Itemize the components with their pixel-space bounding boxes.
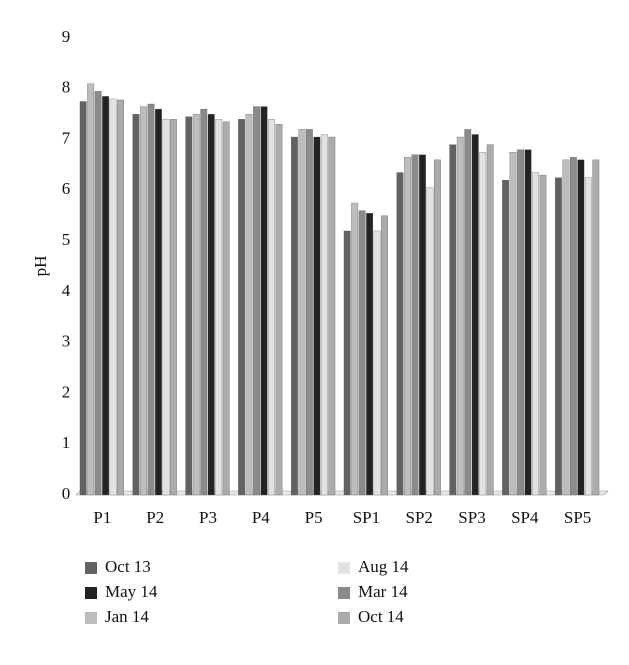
y-tick-label: 3 [62, 332, 71, 351]
bar [539, 174, 547, 496]
bar [396, 172, 404, 496]
bar [305, 129, 313, 496]
y-tick-label: 6 [62, 179, 71, 198]
legend-swatch [338, 612, 350, 624]
y-tick-label: 8 [62, 78, 71, 97]
bar [486, 144, 494, 496]
bar [373, 230, 381, 496]
bar [524, 149, 532, 496]
bar [147, 103, 155, 496]
bar [253, 106, 260, 496]
bar [215, 119, 223, 496]
bar [532, 172, 539, 496]
bar [562, 159, 570, 496]
x-tick-label: P2 [146, 508, 164, 527]
legend-swatch [85, 587, 97, 599]
bar [268, 119, 275, 496]
legend-label: Aug 14 [358, 557, 409, 576]
bar [298, 129, 306, 496]
y-axis-label: pH [31, 256, 50, 277]
bar [509, 152, 517, 496]
bar [471, 134, 479, 496]
bar [426, 187, 434, 496]
bar [584, 177, 592, 496]
x-tick-label: P3 [199, 508, 217, 527]
bar [502, 180, 509, 496]
bar [464, 129, 472, 496]
bar [366, 213, 374, 496]
bar [328, 136, 336, 496]
bar [207, 114, 215, 496]
y-tick-label: 4 [62, 281, 71, 300]
bar [517, 149, 524, 496]
bar [200, 108, 208, 496]
y-tick-label: 0 [62, 484, 71, 503]
bar [245, 114, 253, 496]
bar [313, 136, 321, 496]
x-tick-label: SP5 [564, 508, 591, 527]
legend-swatch [85, 612, 97, 624]
x-tick-label: P1 [93, 508, 111, 527]
bar [592, 159, 600, 496]
bar [419, 154, 426, 496]
bar [358, 210, 366, 496]
legend-swatch [85, 562, 97, 574]
bar [381, 215, 388, 496]
bar [456, 136, 464, 496]
bar [479, 152, 487, 496]
x-tick-label: SP4 [511, 508, 539, 527]
legend-label: Oct 13 [105, 557, 151, 576]
bar [275, 124, 283, 496]
legend-swatch [338, 587, 350, 599]
bar [170, 119, 177, 496]
x-tick-label: P5 [305, 508, 323, 527]
bar [434, 159, 441, 496]
y-tick-label: 7 [62, 128, 71, 147]
y-tick-label: 5 [62, 230, 71, 249]
y-tick-label: 2 [62, 382, 71, 401]
bar [155, 108, 162, 496]
bar [132, 114, 140, 496]
bar [320, 134, 328, 496]
legend-label: May 14 [105, 582, 158, 601]
bar [109, 98, 117, 496]
legend-swatch [338, 562, 350, 574]
bar [222, 121, 230, 496]
bar [192, 114, 200, 496]
y-tick-label: 1 [62, 433, 71, 452]
bar [343, 230, 351, 496]
y-tick-label: 9 [62, 27, 71, 46]
legend-label: Mar 14 [358, 582, 408, 601]
bar [140, 106, 147, 496]
bar [449, 144, 457, 496]
bar [411, 154, 419, 496]
legend-label: Jan 14 [105, 607, 149, 626]
bar [577, 159, 585, 496]
bar [185, 116, 193, 496]
bar [117, 99, 124, 496]
bar [94, 91, 102, 496]
bar [404, 157, 411, 496]
x-tick-label: SP2 [405, 508, 432, 527]
bar [87, 83, 95, 496]
bar [79, 101, 87, 496]
bar [162, 119, 170, 496]
bar [569, 157, 577, 496]
bar [555, 177, 562, 496]
bar [291, 136, 298, 496]
x-tick-label: SP3 [458, 508, 485, 527]
legend-label: Oct 14 [358, 607, 404, 626]
bar [351, 202, 359, 496]
bar [260, 106, 268, 496]
bar [238, 119, 245, 496]
x-tick-label: P4 [252, 508, 270, 527]
x-tick-label: SP1 [353, 508, 380, 527]
bar [102, 96, 110, 496]
